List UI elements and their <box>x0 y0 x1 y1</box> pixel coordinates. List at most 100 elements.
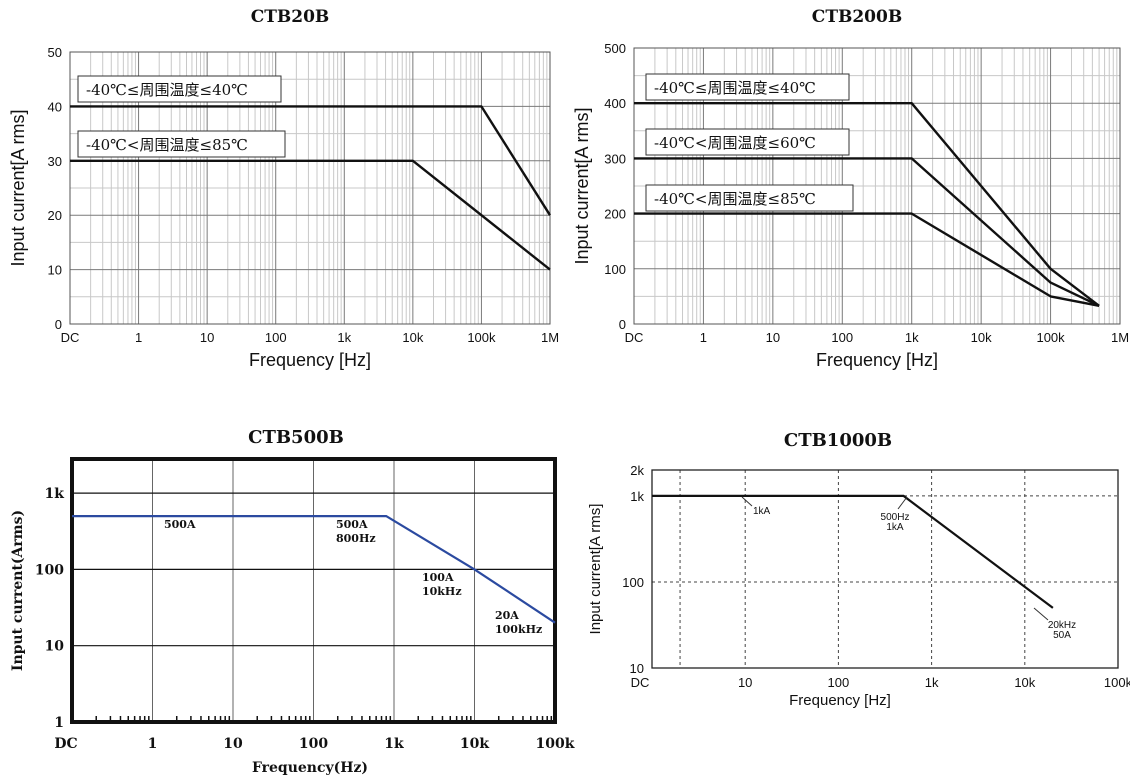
x-tick-label: 10k <box>402 330 423 345</box>
plot-frame <box>651 469 1119 669</box>
y-tick-label: 50 <box>48 45 62 60</box>
y-tick-label: 200 <box>604 207 626 222</box>
x-tick-label: 100k <box>1036 330 1065 345</box>
data-annotation: 500A <box>164 518 196 531</box>
data-annotation: 100A 10kHz <box>422 571 462 598</box>
y-axis-label: Input current[A rms] <box>587 504 604 635</box>
y-tick-label: 10 <box>630 661 644 676</box>
x-tick-label: 100 <box>265 330 287 345</box>
leader-line <box>1033 607 1049 621</box>
x-tick-label: 1k <box>337 330 351 345</box>
annotation-line: 100kHz <box>495 623 542 636</box>
x-tick-label: 100 <box>831 330 853 345</box>
y-tick-label: 10 <box>48 263 62 278</box>
legend-box <box>77 75 282 103</box>
x-tick-label: DC <box>61 330 80 345</box>
y-tick-label: 30 <box>48 154 62 169</box>
series-line <box>634 157 1100 307</box>
y-axis-label: Input current[A rms] <box>8 109 28 266</box>
y-tick-label: 0 <box>619 317 626 332</box>
x-tick-label: 10 <box>223 736 243 752</box>
y-tick-label: 1k <box>45 486 65 502</box>
legend-label: -40℃<周围温度≤85℃ <box>86 136 248 154</box>
annotation-line: 10kHz <box>422 585 462 598</box>
y-tick-label: 500 <box>604 41 626 56</box>
legend-box <box>77 130 286 158</box>
series-line <box>70 105 552 216</box>
legend-label: -40℃<周围温度≤60℃ <box>654 134 816 152</box>
x-tick-label: 1 <box>700 330 707 345</box>
legend-box <box>645 128 850 156</box>
annotation-line: 800Hz <box>336 532 376 545</box>
y-tick-label: 300 <box>604 151 626 166</box>
legend-label: -40℃≤周围温度≤40℃ <box>86 81 248 99</box>
x-tick-label: 10k <box>971 330 992 345</box>
data-annotation: 20A 100kHz <box>495 609 542 636</box>
y-axis-label: Input current(Arms) <box>10 510 26 671</box>
chart-title: CTB1000B <box>784 430 892 451</box>
series-line <box>652 494 1054 609</box>
y-tick-label: 40 <box>48 99 62 114</box>
series-line <box>634 212 1100 307</box>
chart-title: CTB500B <box>248 427 344 448</box>
legend-label: -40℃≤周围温度≤40℃ <box>654 79 816 97</box>
x-tick-label: 100 <box>299 736 328 752</box>
series-line <box>634 101 1100 307</box>
data-annotation: 20kHz 50A <box>1048 620 1076 641</box>
y-tick-label: 100 <box>35 562 64 578</box>
chart-title: CTB20B <box>251 7 330 27</box>
annotation-line: 500A <box>164 518 196 531</box>
annotation-line: 1kA <box>753 506 771 517</box>
y-axis-label: Input current[A rms] <box>572 107 592 264</box>
x-tick-label: DC <box>54 736 77 752</box>
x-tick-label: 10k <box>460 736 489 752</box>
series-line <box>70 159 551 271</box>
x-tick-label: 1M <box>1111 330 1129 345</box>
x-axis-label: Frequency [Hz] <box>816 350 938 370</box>
y-tick-label: 100 <box>622 575 644 590</box>
chart-ctb200b: DC 1 10 100 1k 10k 100k 1M 0 100 200 300 400 500 -40℃≤… <box>572 7 1129 370</box>
annotation-line: 50A <box>1053 630 1071 641</box>
annotation-line: 20kHz <box>1048 620 1076 631</box>
x-tick-label: 100k <box>1104 675 1130 690</box>
data-annotation: 500Hz 1kA <box>881 512 910 533</box>
plot-frame <box>69 51 551 325</box>
y-tick-label: 2k <box>630 463 644 478</box>
y-tick-label: 1k <box>630 489 644 504</box>
x-tick-label: DC <box>625 330 644 345</box>
plot-frame <box>633 47 1121 325</box>
data-annotation: 500A 800Hz <box>336 518 376 545</box>
series-line <box>72 514 556 624</box>
x-tick-label: 1k <box>925 675 939 690</box>
x-tick-label: 100k <box>536 736 575 752</box>
x-tick-label: DC <box>631 675 650 690</box>
legend-box <box>645 73 850 101</box>
x-tick-label: 10 <box>200 330 214 345</box>
y-tick-label: 100 <box>604 262 626 277</box>
chart-ctb20b: DC 1 10 100 1k 10k 100k 1M 0 10 20 30 40 50 -40℃≤周围温度≤… <box>8 7 559 370</box>
x-tick-label: 1M <box>541 330 559 345</box>
y-tick-label: 400 <box>604 96 626 111</box>
annotation-line: 1kA <box>886 522 904 533</box>
chart-title: CTB200B <box>812 7 902 27</box>
y-tick-label: 1 <box>54 715 64 731</box>
x-tick-label: 100 <box>828 675 850 690</box>
leader-line <box>897 496 908 510</box>
x-tick-label: 100k <box>467 330 496 345</box>
plot-frame <box>70 457 557 724</box>
annotation-line: 500Hz <box>881 512 910 523</box>
x-tick-label: 1k <box>905 330 919 345</box>
x-axis-label: Frequency [Hz] <box>789 692 891 709</box>
x-tick-label: 1k <box>384 736 404 752</box>
y-tick-label: 0 <box>55 317 62 332</box>
x-axis-label: Frequency(Hz) <box>252 760 368 776</box>
x-tick-label: 1 <box>148 736 158 752</box>
annotation-line: 100A <box>422 571 454 584</box>
y-tick-label: 20 <box>48 208 62 223</box>
legend-label: -40℃<周围温度≤85℃ <box>654 190 816 208</box>
x-tick-label: 1 <box>135 330 142 345</box>
data-annotation: 1kA <box>753 506 771 517</box>
